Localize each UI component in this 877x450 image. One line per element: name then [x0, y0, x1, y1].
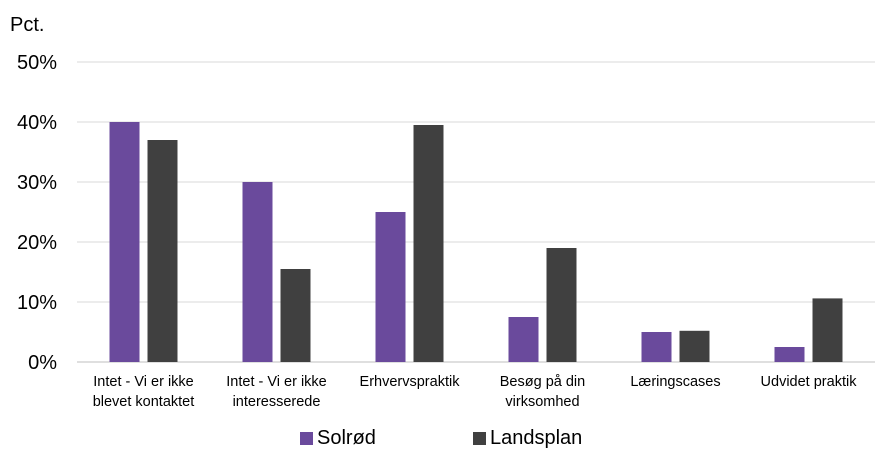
x-tick-label: Intet - Vi er ikke: [93, 374, 193, 390]
bar-solrod: [774, 347, 805, 362]
bar-landsplan: [147, 140, 178, 362]
legend-label-solrod: Solrød: [317, 427, 376, 449]
bar-chart: 0% 10% 20% 30% 40% 50% Intet - Vi er ikke bleve…: [17, 52, 875, 410]
y-axis-unit-label: Pct.: [10, 14, 45, 36]
bar-solrod: [375, 212, 406, 362]
x-tick-label: Erhvervspraktik: [360, 374, 461, 390]
bar-solrod: [508, 317, 539, 362]
legend-label-landsplan: Landsplan: [490, 427, 583, 449]
x-tick-label: virksomhed: [505, 394, 579, 410]
bar-solrod: [641, 332, 672, 362]
bar-solrod: [109, 122, 140, 362]
y-tick-label: 50%: [17, 52, 57, 74]
y-tick-label: 0%: [28, 352, 57, 374]
bar-landsplan: [679, 330, 710, 362]
legend-item-solrod: Solrød: [300, 426, 376, 450]
legend-swatch-landsplan: [473, 431, 486, 445]
legend: Solrød Landsplan: [0, 426, 877, 450]
y-tick-label: 30%: [17, 172, 57, 194]
x-tick-label: Intet - Vi er ikke: [226, 374, 326, 390]
legend-swatch-solrod: [300, 431, 313, 445]
x-tick-label: Læringscases: [630, 374, 720, 390]
bar-solrod: [242, 182, 273, 362]
x-tick-label: Besøg på din: [500, 374, 585, 390]
bar-landsplan: [546, 248, 577, 362]
x-tick-label: interesserede: [233, 394, 321, 410]
y-tick-label: 20%: [17, 232, 57, 254]
bar-landsplan: [280, 269, 311, 362]
bar-landsplan: [413, 125, 444, 362]
legend-item-landsplan: Landsplan: [473, 426, 582, 450]
y-tick-label: 40%: [17, 112, 57, 134]
x-tick-label: Udvidet praktik: [761, 374, 858, 390]
y-tick-label: 10%: [17, 292, 57, 314]
x-tick-label: blevet kontaktet: [93, 394, 195, 410]
bar-landsplan: [812, 298, 843, 362]
